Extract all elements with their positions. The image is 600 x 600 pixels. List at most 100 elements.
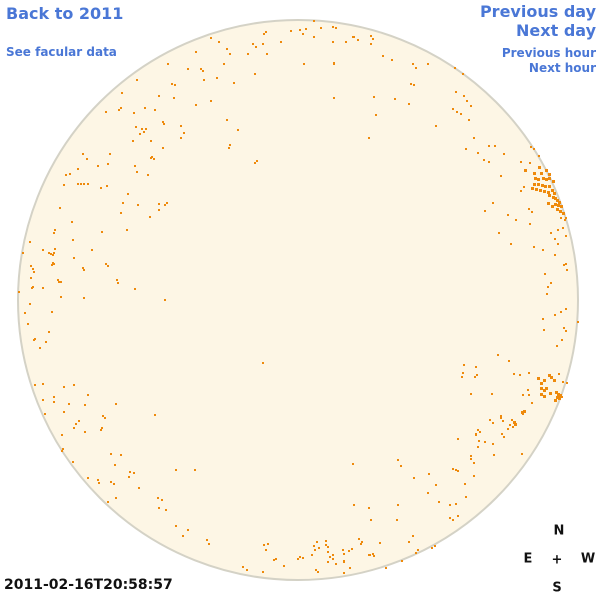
sunspot-dot	[233, 82, 235, 84]
sunspot-dot	[457, 470, 459, 472]
sunspot-dot	[97, 165, 99, 167]
sunspot-dot	[78, 420, 80, 422]
sunspot-dot	[53, 232, 55, 234]
sunspot-dot	[158, 95, 160, 97]
sunspot-dot	[102, 415, 104, 417]
sunspot-dot	[473, 475, 475, 477]
sunspot-dot	[158, 203, 160, 205]
sunspot-dot	[202, 70, 204, 72]
sunspot-dot	[455, 469, 457, 471]
sunspot-dot	[477, 152, 479, 154]
sunspot-dot	[462, 372, 464, 374]
sunspot-dot	[540, 387, 543, 390]
sunspot-dot	[520, 161, 522, 163]
sunspot-dot	[415, 67, 417, 69]
previous-day-link[interactable]: Previous day	[479, 2, 596, 21]
sunspot-dot	[415, 552, 417, 554]
sunspot-dot	[500, 415, 502, 417]
sunspot-dot	[42, 287, 44, 289]
sunspot-dot	[515, 219, 517, 221]
sunspot-dot	[503, 436, 505, 438]
sunspot-dot	[370, 43, 372, 45]
sunspot-dot	[470, 458, 472, 460]
previous-hour-link[interactable]: Previous hour	[501, 46, 596, 60]
sunspot-dot	[342, 549, 344, 551]
sunspot-dot	[133, 472, 135, 474]
sunspot-dot	[267, 543, 269, 545]
sunspot-dot	[42, 249, 44, 251]
sunspot-dot	[237, 129, 239, 131]
sunspot-dot	[318, 547, 320, 549]
sunspot-dot	[538, 166, 541, 169]
sunspot-dot	[557, 393, 560, 396]
sunspot-dot	[174, 84, 176, 86]
sunspot-dot	[368, 137, 370, 139]
sunspot-dot	[42, 383, 44, 385]
sunspot-dot	[34, 338, 36, 340]
sunspot-dot	[109, 153, 111, 155]
hour-navigation: Previous hour Next hour	[502, 46, 596, 76]
sunspot-dot	[533, 246, 535, 248]
facular-data-link[interactable]: See facular data	[6, 45, 117, 59]
sunspot-dot	[145, 128, 147, 130]
sunspot-dot	[352, 36, 354, 38]
sunspot-dot	[349, 567, 351, 569]
sunspot-dot	[210, 100, 212, 102]
sunspot-dot	[246, 569, 248, 571]
sunspot-dot	[100, 187, 102, 189]
sunspot-dot	[39, 347, 41, 349]
sunspot-dot	[461, 376, 463, 378]
sunspot-dot	[533, 172, 536, 175]
sunspot-dot	[543, 190, 546, 193]
sunspot-dot	[501, 433, 503, 435]
sunspot-dot	[498, 232, 500, 234]
sunspot-dot	[523, 410, 526, 413]
sunspot-dot	[53, 396, 55, 398]
sunspot-dot	[360, 543, 362, 545]
sunspot-dot	[265, 549, 267, 551]
sunspot-dot	[556, 345, 558, 347]
sunspot-dot	[538, 155, 540, 157]
sunspot-dot	[141, 128, 143, 130]
sunspot-dot	[73, 427, 75, 429]
sunspot-dot	[150, 140, 152, 142]
sunspot-dot	[83, 269, 85, 271]
sunspot-dot	[242, 566, 244, 568]
next-day-link[interactable]: Next day	[516, 21, 596, 40]
sunspot-dot	[151, 156, 153, 158]
sunspot-dot	[449, 517, 451, 519]
sunspot-dot	[558, 397, 561, 400]
compass-south-label: S	[552, 580, 562, 596]
sunspot-dot	[528, 394, 530, 396]
sunspot-dot	[379, 542, 381, 544]
sunspot-dot	[488, 145, 490, 147]
sunspot-dot	[313, 545, 315, 547]
sunspot-dot	[401, 560, 403, 562]
back-to-year-link[interactable]: Back to 2011	[6, 4, 124, 23]
sunspot-dot	[314, 549, 316, 551]
next-hour-link[interactable]: Next hour	[528, 61, 596, 75]
sunspot-dot	[263, 544, 265, 546]
sunspot-dot	[457, 438, 459, 440]
sunspot-dot	[559, 210, 562, 213]
sunspot-dot	[107, 501, 109, 503]
sun-disk	[17, 19, 579, 581]
sunspot-dot	[110, 481, 112, 483]
sunspot-dot	[223, 63, 225, 65]
sunspot-dot	[72, 239, 74, 241]
sunspot-dot	[132, 140, 134, 142]
sunspot-dot	[153, 158, 155, 160]
sunspot-dot	[305, 28, 307, 30]
sunspot-dot	[34, 384, 36, 386]
sunspot-dot	[158, 507, 160, 509]
sunspot-dot	[53, 252, 55, 254]
sunspot-dot	[327, 561, 329, 563]
sunspot-dot	[150, 157, 152, 159]
sunspot-dot	[513, 373, 515, 375]
sunspot-dot	[370, 35, 372, 37]
sunspot-dot	[542, 318, 544, 320]
sunspot-dot	[452, 519, 454, 521]
sunspot-dot	[435, 484, 437, 486]
sunspot-dot	[275, 558, 277, 560]
sunspot-dot	[455, 91, 457, 93]
